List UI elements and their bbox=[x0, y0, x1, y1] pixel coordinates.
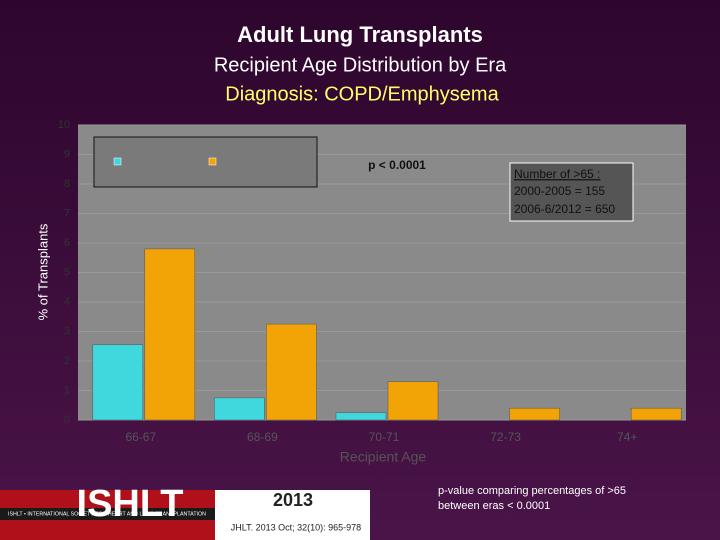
logo: ISHLT bbox=[77, 483, 184, 525]
legend-items bbox=[113, 157, 217, 166]
subtitle: Recipient Age Distribution by Era bbox=[214, 54, 507, 76]
y-tick-label: 8 bbox=[64, 178, 70, 190]
x-tick-label: 72-73 bbox=[490, 430, 521, 444]
bar bbox=[266, 323, 317, 421]
x-tick-label: 68-69 bbox=[247, 430, 278, 444]
bar bbox=[630, 407, 682, 421]
annotation: Number of >65 : bbox=[514, 167, 600, 181]
citation: JHLT. 2013 Oct; 32(10): 965-978 bbox=[231, 522, 361, 532]
y-axis-label: % of Transplants bbox=[35, 223, 50, 320]
legend bbox=[93, 136, 318, 188]
bar bbox=[144, 248, 196, 421]
y-tick-label: 6 bbox=[64, 237, 70, 249]
title: Adult Lung Transplants bbox=[237, 22, 483, 47]
annotation: 2006-6/2012 = 650 bbox=[514, 202, 615, 216]
legend-swatch bbox=[113, 157, 122, 166]
logo-tagline: ISHLT • INTERNATIONAL SOCIETY FOR HEART … bbox=[8, 511, 206, 517]
y-tick-label: 3 bbox=[64, 325, 70, 337]
bar bbox=[509, 407, 560, 421]
y-tick-label: 10 bbox=[58, 119, 70, 131]
logo-strip bbox=[0, 508, 215, 520]
bar bbox=[92, 344, 144, 421]
y-tick-label: 2 bbox=[64, 355, 70, 367]
bar bbox=[387, 381, 439, 421]
year: 2013 bbox=[273, 490, 313, 510]
footnote: p-value comparing percentages of >65 bbox=[438, 485, 626, 497]
legend-swatch bbox=[208, 157, 217, 166]
x-tick-label: 74+ bbox=[617, 430, 637, 444]
bar bbox=[214, 397, 265, 421]
footnote: between eras < 0.0001 bbox=[438, 500, 550, 512]
annotation: 2000-2005 = 155 bbox=[514, 184, 605, 198]
annotation-box bbox=[509, 162, 634, 222]
y-tick-label: 0 bbox=[64, 414, 70, 426]
x-axis-label: Recipient Age bbox=[340, 449, 427, 465]
citation-box bbox=[215, 490, 370, 540]
x-tick-label: 66-67 bbox=[125, 430, 156, 444]
y-tick-label: 9 bbox=[64, 148, 70, 160]
bar bbox=[335, 412, 387, 421]
bars bbox=[92, 248, 682, 421]
y-tick-label: 1 bbox=[64, 384, 70, 396]
y-tick-label: 5 bbox=[64, 266, 70, 278]
x-tick-label: 70-71 bbox=[369, 430, 400, 444]
subtitle: Diagnosis: COPD/Emphysema bbox=[225, 83, 499, 105]
y-tick-label: 7 bbox=[64, 207, 70, 219]
annotation: p < 0.0001 bbox=[368, 158, 426, 172]
y-tick-label: 4 bbox=[64, 296, 70, 308]
